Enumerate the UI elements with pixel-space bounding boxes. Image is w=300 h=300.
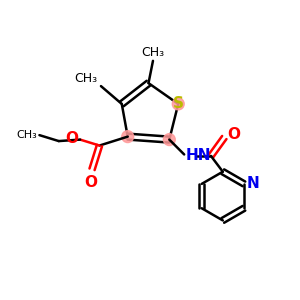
Text: O: O xyxy=(65,130,78,146)
Text: S: S xyxy=(173,96,184,111)
Text: N: N xyxy=(246,176,259,191)
Text: CH₃: CH₃ xyxy=(16,130,37,140)
Circle shape xyxy=(172,98,184,110)
Text: CH₃: CH₃ xyxy=(141,46,164,59)
Text: CH₃: CH₃ xyxy=(74,72,98,85)
Circle shape xyxy=(122,131,134,142)
Text: HN: HN xyxy=(186,148,211,164)
Circle shape xyxy=(164,134,175,146)
Text: O: O xyxy=(84,175,97,190)
Text: O: O xyxy=(227,127,240,142)
